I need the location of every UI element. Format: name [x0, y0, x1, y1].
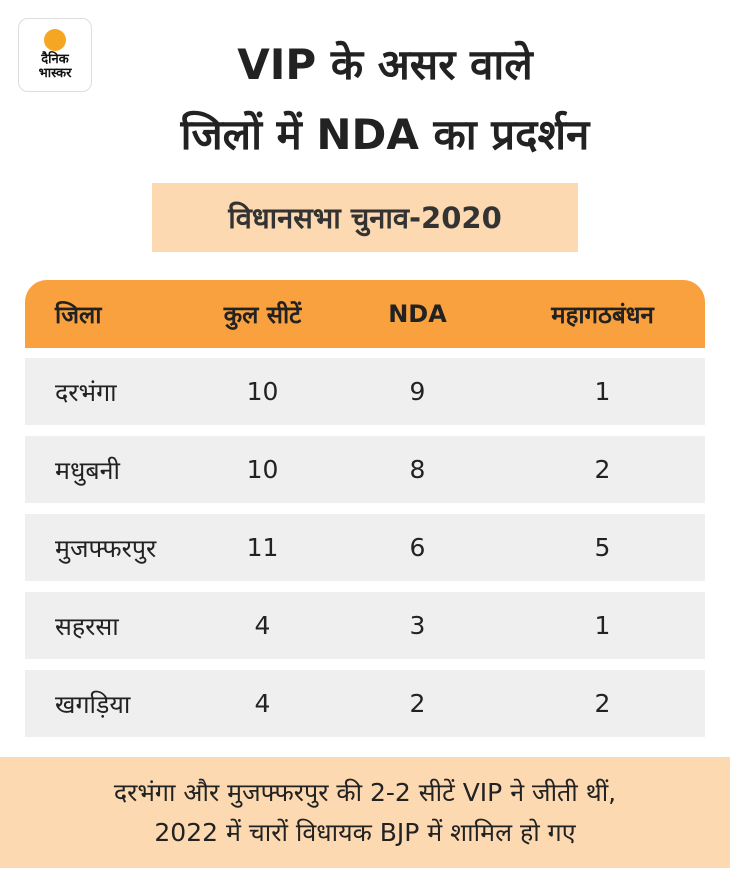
header-district: जिला	[55, 300, 102, 329]
cell-mgb: 1	[594, 377, 611, 406]
cell-district: खगड़िया	[55, 689, 131, 719]
cell-district: सहरसा	[55, 611, 119, 641]
logo-line-1: दैनिक	[41, 52, 69, 67]
title-line-2: जिलों में NDA का प्रदर्शन	[180, 110, 590, 159]
title-line-1: VIP के असर वाले	[237, 40, 533, 89]
table-row: मुजफ्फरपुर 11 6 5	[25, 514, 705, 581]
cell-total: 11	[246, 533, 279, 562]
cell-total: 10	[246, 377, 279, 406]
cell-mgb: 1	[594, 611, 611, 640]
cell-total: 4	[254, 611, 271, 640]
subtitle-badge: विधानसभा चुनाव-2020	[152, 183, 578, 252]
cell-district: दरभंगा	[55, 377, 117, 407]
dainik-bhaskar-logo: दैनिक भास्कर	[18, 18, 92, 92]
sun-icon	[44, 29, 66, 51]
logo-line-2: भास्कर	[38, 66, 72, 81]
cell-district: मुजफ्फरपुर	[55, 533, 157, 563]
footer-line-2: 2022 में चारों विधायक BJP में शामिल हो ग…	[154, 817, 576, 847]
table-row: दरभंगा 10 9 1	[25, 358, 705, 425]
cell-nda: 8	[409, 455, 426, 484]
table-row: सहरसा 4 3 1	[25, 592, 705, 659]
table-row: मधुबनी 10 8 2	[25, 436, 705, 503]
header-nda: NDA	[388, 300, 447, 328]
header-mahagathbandhan: महागठबंधन	[551, 300, 654, 329]
cell-total: 4	[254, 689, 271, 718]
page-title: VIP के असर वाले जिलों में NDA का प्रदर्श…	[80, 30, 690, 170]
footer-line-1: दरभंगा और मुजफ्फरपुर की 2-2 सीटें VIP ने…	[113, 777, 617, 807]
cell-mgb: 2	[594, 455, 611, 484]
cell-district: मधुबनी	[55, 455, 120, 485]
cell-nda: 9	[409, 377, 426, 406]
footer-note: दरभंगा और मुजफ्फरपुर की 2-2 सीटें VIP ने…	[0, 757, 730, 868]
table-header: जिला कुल सीटें NDA महागठबंधन	[25, 280, 705, 348]
cell-mgb: 5	[594, 533, 611, 562]
cell-nda: 6	[409, 533, 426, 562]
table-row: खगड़िया 4 2 2	[25, 670, 705, 737]
cell-nda: 2	[409, 689, 426, 718]
cell-mgb: 2	[594, 689, 611, 718]
header-total-seats: कुल सीटें	[223, 300, 302, 329]
cell-total: 10	[246, 455, 279, 484]
cell-nda: 3	[409, 611, 426, 640]
